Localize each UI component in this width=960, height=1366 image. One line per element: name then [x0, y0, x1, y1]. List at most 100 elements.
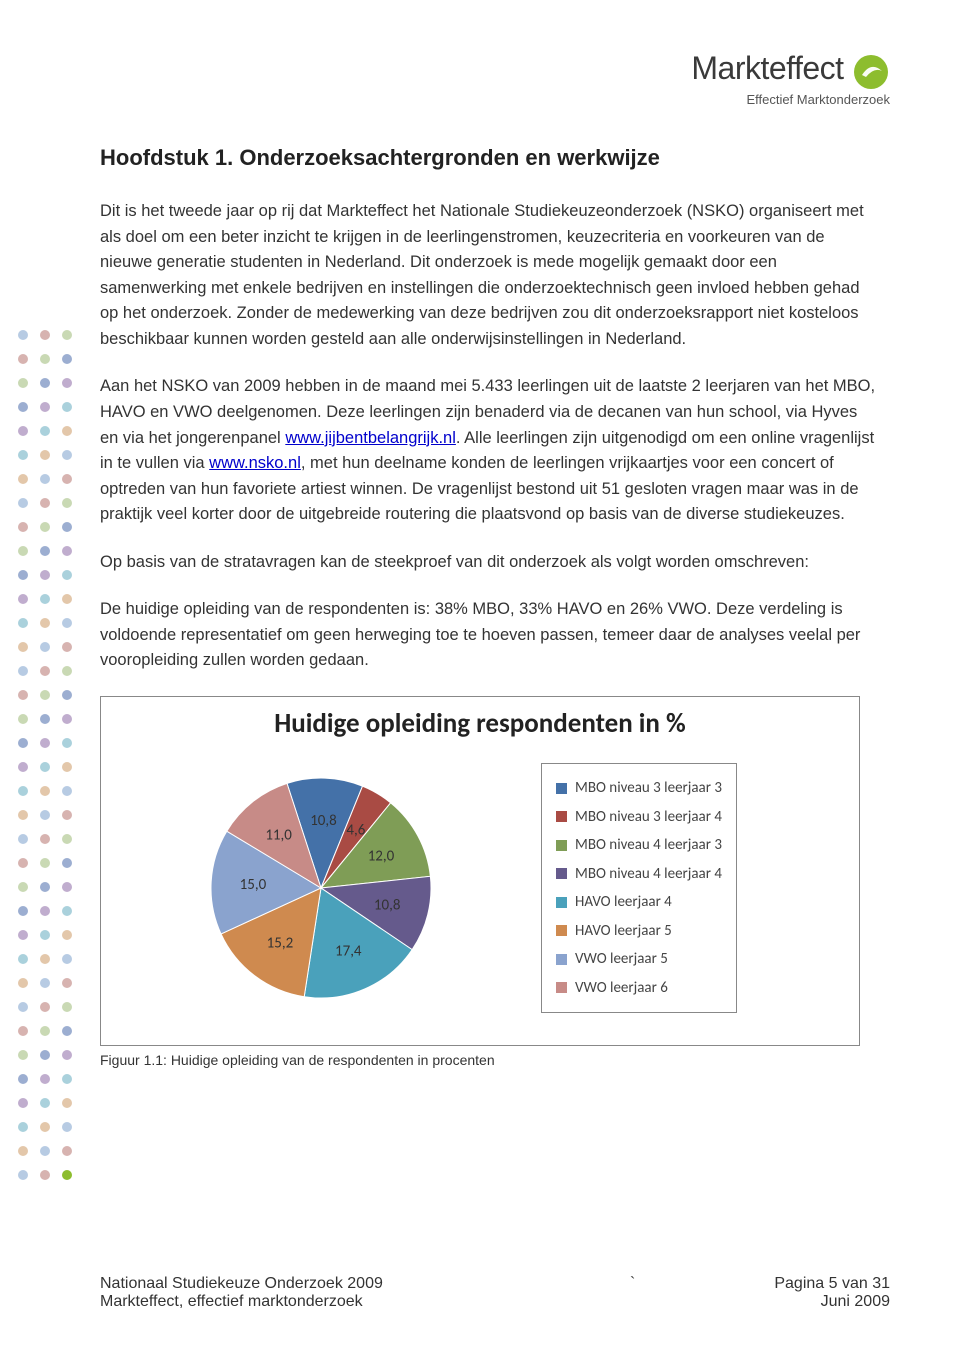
decorative-dot [40, 1098, 50, 1108]
pie-data-label: 4,6 [346, 821, 365, 839]
decorative-dot [62, 618, 72, 628]
decorative-dot [18, 738, 28, 748]
legend-label: MBO niveau 3 leerjaar 3 [575, 774, 722, 803]
decorative-dot [62, 714, 72, 724]
decorative-dot [62, 906, 72, 916]
decorative-dot [62, 426, 72, 436]
decorative-dot [62, 1170, 72, 1180]
legend-swatch [556, 954, 567, 965]
decorative-dot [18, 882, 28, 892]
legend-label: VWO leerjaar 5 [575, 945, 668, 974]
decorative-dot [62, 642, 72, 652]
decorative-dot [62, 1098, 72, 1108]
legend-item: MBO niveau 4 leerjaar 4 [556, 860, 722, 889]
decorative-dot [62, 738, 72, 748]
decorative-dot [40, 666, 50, 676]
chapter-heading: Hoofdstuk 1. Onderzoeksachtergronden en … [100, 145, 880, 171]
decorative-dot [62, 522, 72, 532]
decorative-dot [40, 354, 50, 364]
decorative-dot [40, 330, 50, 340]
decorative-dot [18, 834, 28, 844]
decorative-dot [62, 978, 72, 988]
decorative-dot [18, 642, 28, 652]
decorative-dot [18, 1074, 28, 1084]
legend-label: VWO leerjaar 6 [575, 974, 668, 1003]
decorative-dot [62, 1026, 72, 1036]
legend-swatch [556, 840, 567, 851]
pie-data-label: 17,4 [335, 943, 362, 961]
decorative-dot [40, 714, 50, 724]
legend-swatch [556, 868, 567, 879]
decorative-dot [18, 762, 28, 772]
link-nsko[interactable]: www.nsko.nl [209, 454, 301, 472]
decorative-dot [18, 1002, 28, 1012]
decorative-dot [62, 786, 72, 796]
decorative-dot [62, 1074, 72, 1084]
decorative-dot [40, 1122, 50, 1132]
decorative-dot [62, 1146, 72, 1156]
decorative-dot [40, 1146, 50, 1156]
decorative-dot [62, 666, 72, 676]
legend-item: VWO leerjaar 5 [556, 945, 722, 974]
decorative-dot [62, 690, 72, 700]
decorative-dot [40, 906, 50, 916]
decorative-dot [18, 786, 28, 796]
decorative-dot [40, 1074, 50, 1084]
pie-chart: 10,84,612,010,817,415,215,011,0 [111, 748, 531, 1028]
decorative-dot [62, 882, 72, 892]
decorative-dot [18, 1170, 28, 1180]
decorative-dot [40, 882, 50, 892]
link-jijbentbelangrijk[interactable]: www.jijbentbelangrijk.nl [285, 429, 456, 447]
decorative-dot [40, 954, 50, 964]
decorative-dot [62, 1122, 72, 1132]
decorative-dot [18, 1026, 28, 1036]
decorative-dot [62, 1050, 72, 1060]
decorative-dot [18, 930, 28, 940]
decorative-dot [62, 954, 72, 964]
page-content: Markteffect Effectief Marktonderzoek Hoo… [100, 50, 890, 1068]
decorative-dot [18, 546, 28, 556]
decorative-dot [40, 594, 50, 604]
decorative-dot [18, 1098, 28, 1108]
footer-right-2: Juni 2009 [821, 1293, 890, 1311]
decorative-dot [40, 690, 50, 700]
decorative-dot [62, 498, 72, 508]
decorative-dot [18, 858, 28, 868]
decorative-dot [18, 474, 28, 484]
decorative-dot [40, 762, 50, 772]
decorative-dot [18, 354, 28, 364]
decorative-dot [62, 474, 72, 484]
decorative-dot [18, 906, 28, 916]
legend-label: MBO niveau 3 leerjaar 4 [575, 803, 722, 832]
brand-name: Markteffect [691, 50, 843, 86]
decorative-dot [18, 666, 28, 676]
decorative-dot [62, 762, 72, 772]
decorative-dot [18, 330, 28, 340]
pie-data-label: 12,0 [368, 848, 395, 866]
decorative-dot [62, 1002, 72, 1012]
decorative-dot [62, 810, 72, 820]
footer-left-2: Markteffect, effectief marktonderzoek [100, 1293, 363, 1311]
decorative-dot [18, 378, 28, 388]
decorative-dot [40, 642, 50, 652]
decorative-dot [40, 618, 50, 628]
decorative-dot [40, 930, 50, 940]
decorative-dot [18, 402, 28, 412]
pie-data-label: 11,0 [265, 827, 292, 845]
decorative-dot [40, 738, 50, 748]
decorative-dot [62, 402, 72, 412]
pie-data-label: 10,8 [374, 896, 401, 914]
legend-item: HAVO leerjaar 5 [556, 917, 722, 946]
decorative-dot [40, 498, 50, 508]
legend-swatch [556, 783, 567, 794]
decorative-dot [40, 834, 50, 844]
decorative-dot [18, 450, 28, 460]
paragraph-strata: Op basis van de stratavragen kan de stee… [100, 550, 880, 576]
legend-swatch [556, 925, 567, 936]
chart-title: Huidige opleiding respondenten in % [111, 707, 849, 740]
legend-swatch [556, 811, 567, 822]
paragraph-method: Aan het NSKO van 2009 hebben in de maand… [100, 374, 880, 527]
decorative-dot [18, 594, 28, 604]
legend-item: HAVO leerjaar 4 [556, 888, 722, 917]
decorative-dot [40, 570, 50, 580]
